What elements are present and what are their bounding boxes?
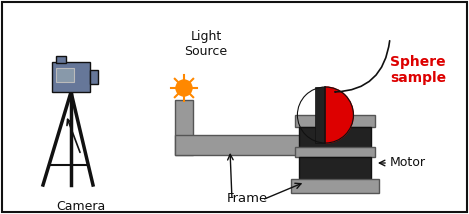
Text: Sphere
sample: Sphere sample [390, 55, 446, 85]
Bar [295, 147, 375, 157]
Wedge shape [325, 87, 354, 143]
Circle shape [176, 80, 192, 96]
Bar [315, 87, 327, 143]
FancyArrowPatch shape [335, 41, 390, 92]
Bar [291, 179, 379, 193]
Text: Motor: Motor [390, 156, 426, 169]
Text: Light
Source: Light Source [184, 30, 227, 58]
Bar [175, 100, 193, 155]
Text: Camera: Camera [56, 200, 106, 213]
Bar [52, 62, 90, 92]
Bar [295, 115, 375, 127]
Bar [175, 135, 300, 155]
Text: Frame: Frame [227, 192, 268, 205]
Bar [56, 68, 74, 82]
Bar [299, 157, 371, 179]
Bar [299, 127, 371, 147]
Bar [90, 70, 98, 84]
Bar [56, 56, 66, 63]
